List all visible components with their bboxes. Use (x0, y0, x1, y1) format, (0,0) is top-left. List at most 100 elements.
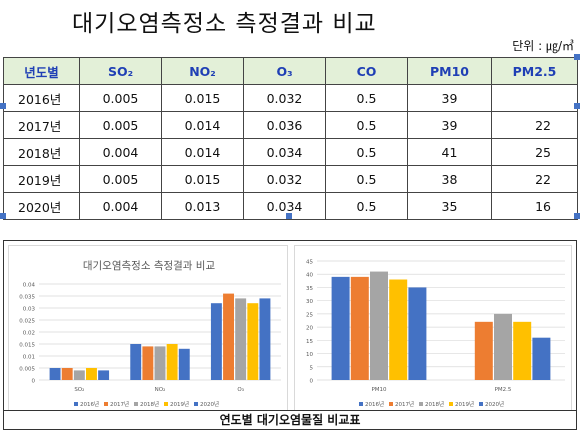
cell-so2: 0.005 (79, 84, 162, 112)
cell-no2: 0.013 (161, 192, 244, 220)
bar (166, 344, 178, 380)
resize-handle-top-right[interactable] (574, 54, 580, 60)
legend-swatch (194, 402, 198, 406)
y-tick-label: 0.005 (19, 367, 35, 373)
cell-pm25: 22 (491, 165, 578, 193)
bar (235, 298, 247, 380)
legend-label: 2020년 (200, 400, 219, 408)
resize-handle-middle-left[interactable] (0, 103, 6, 109)
legend-swatch (104, 402, 108, 406)
resize-handle-bottom-center[interactable] (286, 213, 292, 219)
y-tick-label: 25 (306, 312, 313, 318)
cell-co: 0.5 (325, 165, 408, 193)
bar (474, 321, 493, 380)
legend-label: 2016년 (80, 400, 99, 408)
chart-title: 대기오염측정소 측정결과 비교 (83, 260, 216, 272)
cell-year: 2020년 (3, 192, 80, 220)
y-tick-label: 35 (306, 286, 313, 292)
header-o3: O₃ (243, 57, 326, 85)
pm-bar-chart: 0 5 10 15 20 25 30 35 40 45 PM10 PM2.5 2016년 2017년 201… (306, 260, 565, 408)
x-tick-label: SO₂ (74, 387, 84, 393)
header-pm25: PM2.5 (491, 57, 578, 85)
cell-year: 2019년 (3, 165, 80, 193)
bar (49, 368, 61, 380)
gas-chart-panel[interactable]: 대기오염측정소 측정결과 비교 0 0.005 0.01 0.015 0.02 0.025 0… (8, 245, 288, 411)
bar (513, 321, 532, 380)
legend-swatch (74, 402, 78, 406)
legend-label: 2017년 (395, 400, 414, 408)
x-tick-label: NO₂ (155, 387, 166, 393)
legend-label: 2020년 (485, 400, 504, 408)
bar (331, 276, 350, 380)
cell-pm25: 25 (491, 138, 578, 166)
y-tick-label: 45 (306, 260, 313, 266)
y-tick-label: 20 (306, 326, 313, 332)
legend-swatch (419, 402, 423, 406)
cell-co: 0.5 (325, 84, 408, 112)
y-tick-label: 0.01 (23, 355, 35, 361)
cell-co: 0.5 (325, 111, 408, 139)
table-row: 2019년 0.005 0.015 0.032 0.5 38 22 (3, 165, 578, 193)
gas-bar-chart: 대기오염측정소 측정결과 비교 0 0.005 0.01 0.015 0.02 0.025 0… (19, 260, 281, 408)
resize-handle-middle-right[interactable] (574, 103, 580, 109)
legend-swatch (479, 402, 483, 406)
cell-o3: 0.034 (243, 192, 326, 220)
table-row: 2016년 0.005 0.015 0.032 0.5 39 (3, 84, 578, 112)
bar (98, 370, 110, 380)
x-tick-label: O₃ (237, 387, 244, 393)
header-co: CO (325, 57, 408, 85)
bar (350, 276, 369, 380)
cell-o3: 0.034 (243, 138, 326, 166)
cell-no2: 0.014 (161, 111, 244, 139)
legend-label: 2017년 (110, 400, 129, 408)
resize-handle-bottom-left[interactable] (0, 213, 6, 219)
cell-so2: 0.004 (79, 192, 162, 220)
y-tick-label: 5 (310, 365, 314, 371)
y-tick-label: 15 (306, 339, 313, 345)
cell-o3: 0.032 (243, 165, 326, 193)
legend-label: 2018년 (425, 400, 444, 408)
y-tick-label: 0.04 (23, 283, 36, 289)
table-row: 2020년 0.004 0.013 0.034 0.5 35 16 (3, 192, 578, 220)
legend-swatch (449, 402, 453, 406)
y-tick-label: 0.03 (23, 307, 36, 313)
bar (130, 344, 142, 380)
bar (370, 271, 388, 380)
y-tick-label: 0.025 (19, 319, 35, 325)
bar (259, 298, 271, 380)
bar (86, 368, 97, 380)
legend-swatch (164, 402, 168, 406)
resize-handle-bottom-right[interactable] (574, 213, 580, 219)
x-tick-label: PM2.5 (495, 387, 512, 393)
bar (61, 368, 73, 380)
bar (178, 348, 190, 380)
y-tick-label: 30 (306, 299, 313, 305)
bar (408, 287, 427, 380)
cell-co: 0.5 (325, 192, 408, 220)
cell-co: 0.5 (325, 138, 408, 166)
header-so2: SO₂ (79, 57, 162, 85)
measurement-table[interactable]: 년도별 SO₂ NO₂ O₃ CO PM10 PM2.5 2016년 0.005… (3, 57, 578, 220)
y-tick-label: 10 (306, 352, 313, 358)
measurement-table-wrap[interactable]: 년도별 SO₂ NO₂ O₃ CO PM10 PM2.5 2016년 0.005… (0, 54, 580, 220)
y-tick-label: 0 (32, 379, 36, 385)
figure-caption: 연도별 대기오염물질 비교표 (4, 410, 576, 429)
y-tick-label: 40 (306, 273, 313, 279)
cell-no2: 0.014 (161, 138, 244, 166)
bar (210, 303, 222, 380)
legend-swatch (359, 402, 363, 406)
charts-container: 대기오염측정소 측정결과 비교 0 0.005 0.01 0.015 0.02 0.025 0… (3, 240, 577, 430)
pm-chart-panel[interactable]: 0 5 10 15 20 25 30 35 40 45 PM10 PM2.5 2016년 2017년 201… (294, 245, 572, 411)
bar (154, 346, 166, 380)
legend-label: 2018년 (140, 400, 159, 408)
header-year: 년도별 (3, 57, 80, 85)
cell-pm10: 35 (407, 192, 492, 220)
cell-so2: 0.005 (79, 111, 162, 139)
bar (532, 337, 551, 380)
y-tick-label: 0.015 (19, 343, 35, 349)
cell-so2: 0.005 (79, 165, 162, 193)
cell-pm10: 39 (407, 111, 492, 139)
cell-o3: 0.032 (243, 84, 326, 112)
cell-pm25: 22 (491, 111, 578, 139)
cell-no2: 0.015 (161, 84, 244, 112)
